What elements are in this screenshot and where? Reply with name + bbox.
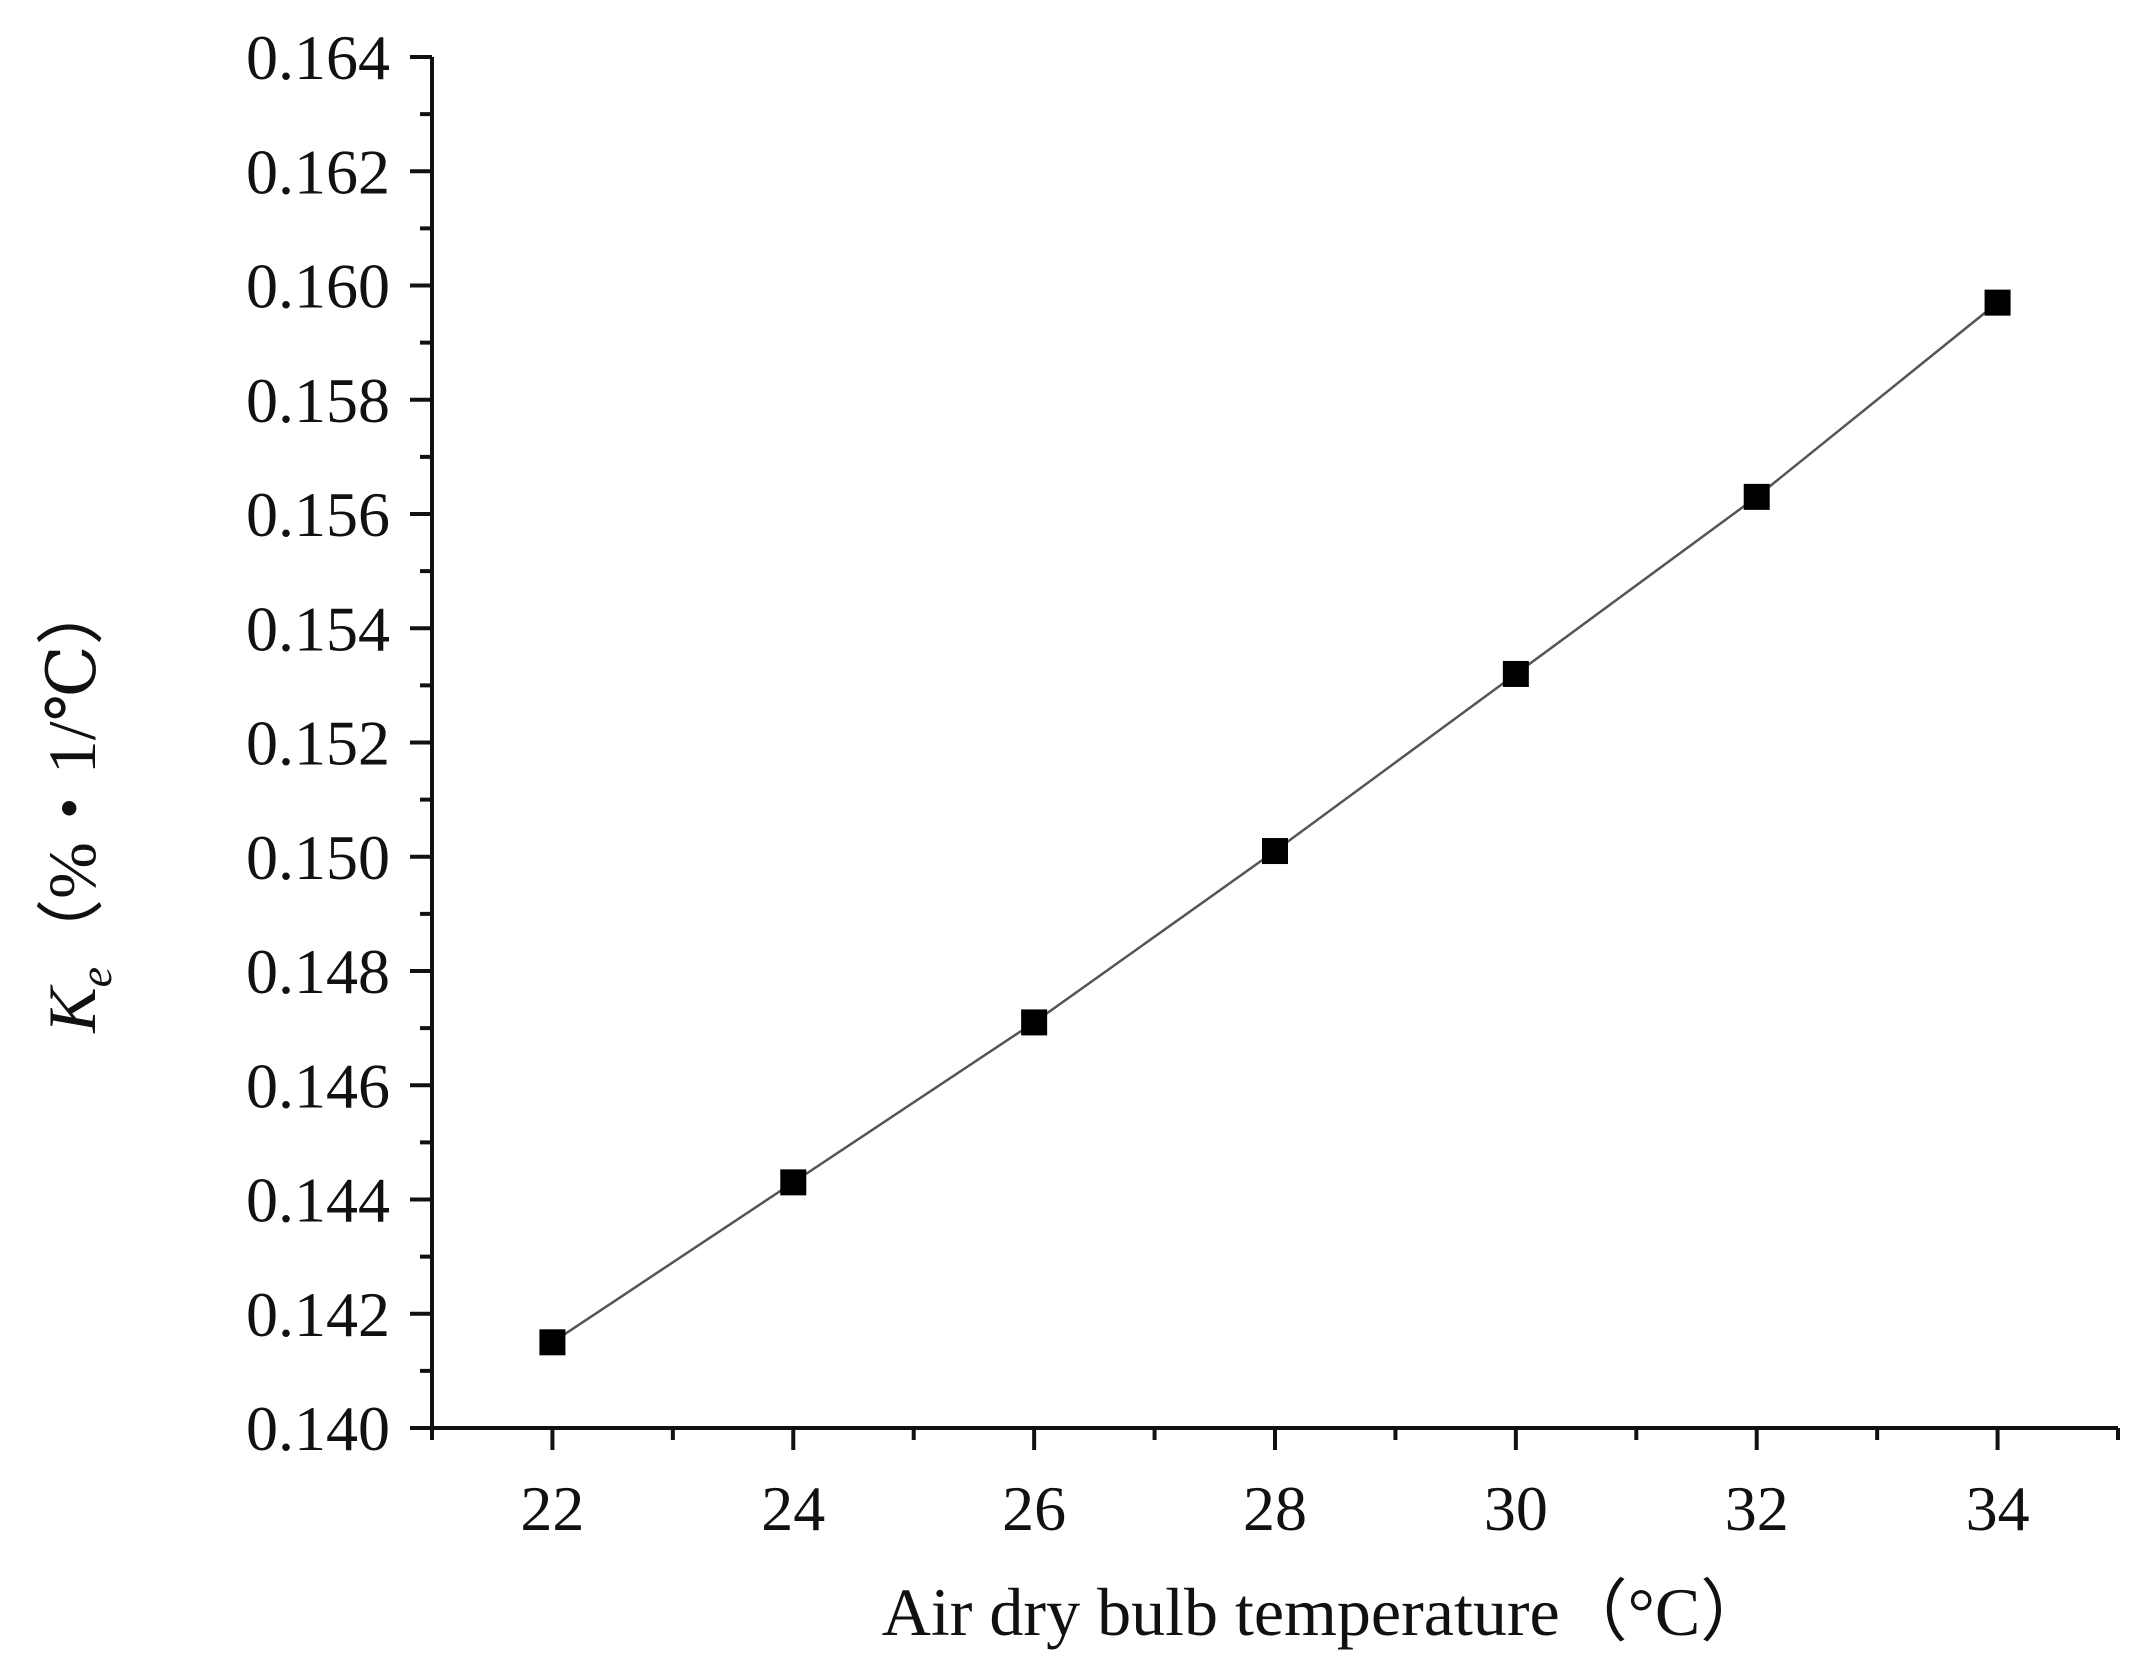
x-tick-label: 32: [1725, 1473, 1789, 1544]
y-axis-title: Ke（%・1/℃）: [34, 577, 121, 1033]
data-point-marker: [1984, 289, 2011, 316]
series-line: [551, 301, 1999, 1344]
y-tick-label: 0.162: [246, 136, 390, 207]
x-tick-label: 30: [1484, 1473, 1548, 1544]
y-tick-label: 0.146: [246, 1050, 390, 1121]
x-tick-label: 24: [761, 1473, 825, 1544]
data-point-marker: [1021, 1009, 1048, 1036]
y-tick-label: 0.150: [246, 822, 390, 893]
data-point-marker: [780, 1169, 807, 1196]
y-tick-label: 0.148: [246, 936, 390, 1007]
y-axis-title-unit: （%・1/℃）: [34, 577, 110, 967]
y-tick-label: 0.160: [246, 251, 390, 322]
data-point-marker: [1502, 660, 1529, 687]
x-tick-label: 28: [1243, 1473, 1307, 1544]
y-tick-label: 0.144: [246, 1165, 390, 1236]
series-group: [539, 289, 2011, 1356]
y-tick-label: 0.140: [246, 1393, 390, 1464]
y-tick-label: 0.152: [246, 708, 390, 779]
y-tick-label: 0.142: [246, 1279, 390, 1350]
x-tick-label: 34: [1966, 1473, 2030, 1544]
y-ticks: 0.140 0.142 0.144 0.146 0.148 0.150 0.152 0.154…: [246, 22, 432, 1464]
y-tick-label: 0.158: [246, 365, 390, 436]
x-axis-title: Air dry bulb temperature（°C）: [882, 1574, 1768, 1650]
y-axis-title-subscript: e: [70, 967, 121, 987]
y-tick-label: 0.156: [246, 479, 390, 550]
x-tick-label: 26: [1002, 1473, 1066, 1544]
y-tick-label: 0.164: [246, 22, 390, 93]
x-ticks: 22 24 26 28 30 32 34: [430, 1428, 2120, 1544]
plot-area: 22 24 26 28 30 32 34 0.140 0.142 0.144 0.146 0.148…: [246, 22, 2120, 1544]
data-point-marker: [1262, 838, 1288, 865]
y-axis-title-symbol: K: [34, 984, 110, 1034]
data-point-marker: [1743, 483, 1770, 510]
data-point-marker: [539, 1329, 566, 1356]
x-tick-label: 22: [520, 1473, 584, 1544]
y-tick-label: 0.154: [246, 593, 390, 664]
